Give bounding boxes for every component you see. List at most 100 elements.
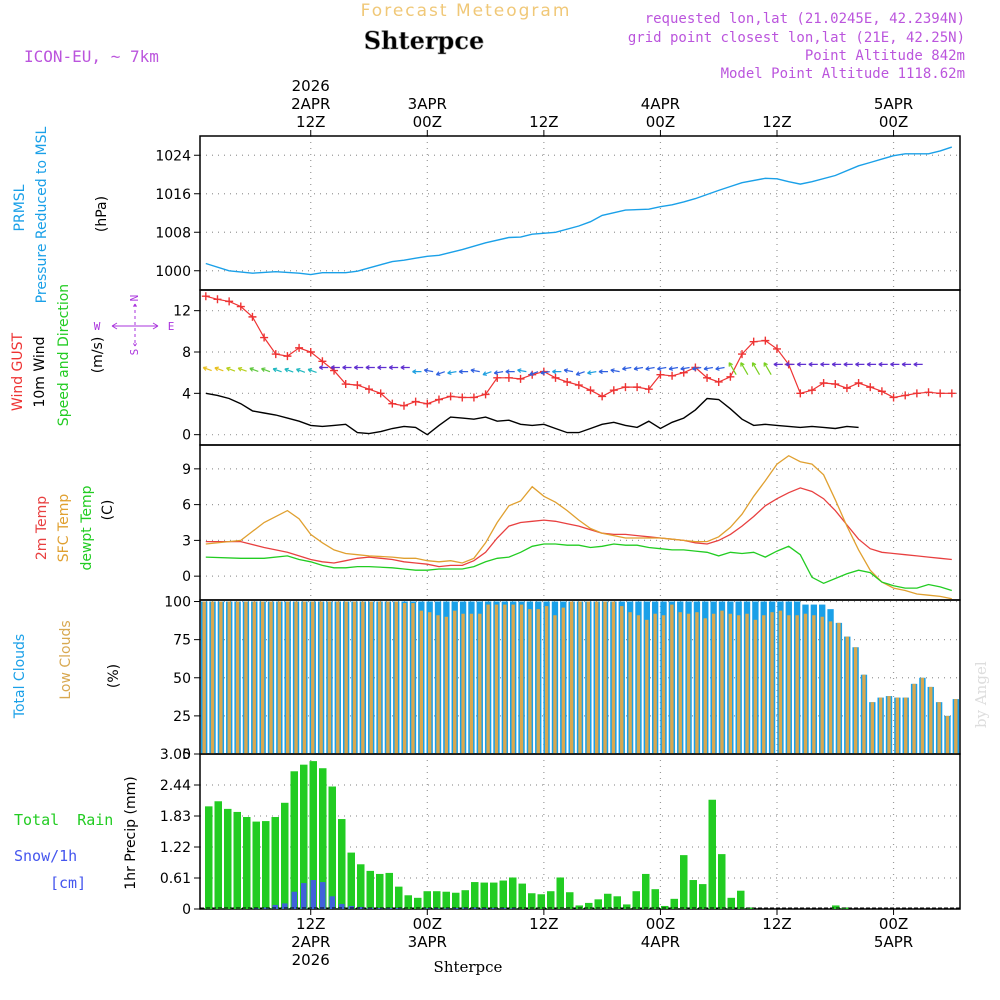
low-cloud-bar — [277, 601, 282, 754]
pressure-panel: 1000 1008 1016 1024 — [155, 135, 961, 291]
sfc-temp-label: SFC Temp — [56, 494, 72, 563]
wind-direction-arrow-icon — [563, 368, 574, 374]
gust-marker — [563, 377, 572, 386]
low-cloud-bar — [269, 601, 273, 754]
wind-direction-arrow-icon — [890, 361, 900, 367]
low-cloud-bar — [294, 601, 298, 754]
total-rain-label: Total Rain — [14, 811, 113, 829]
snow-bar — [424, 908, 430, 909]
time-label: 00Z — [646, 113, 675, 131]
low-cloud-bar — [770, 612, 774, 754]
gust-marker — [411, 397, 420, 406]
low-cloud-bar — [319, 601, 323, 754]
rain-bar — [404, 895, 412, 909]
wind-direction-arrow-icon — [901, 361, 912, 367]
rain-bar — [471, 882, 479, 909]
low-cloud-bar — [244, 601, 248, 754]
sfc-temp-series-line — [205, 454, 952, 600]
low-cloud-bar — [544, 606, 549, 754]
gust-marker — [819, 379, 828, 387]
low-cloud-bar — [904, 697, 908, 754]
gust-marker — [201, 292, 210, 301]
low-cloud-bar — [536, 609, 540, 754]
compass-north: N — [128, 295, 141, 302]
time-label: 4APR — [641, 933, 680, 951]
wind-direction-arrow-icon — [680, 366, 690, 371]
low-cloud-bar — [803, 613, 808, 754]
gust-series-line — [205, 295, 952, 407]
y-tick-label: 75 — [173, 633, 191, 649]
gust-marker — [318, 357, 327, 366]
wind-direction-arrow-icon — [435, 371, 445, 376]
y-tick-label: 50 — [173, 671, 191, 687]
wind-direction-arrow-icon — [587, 370, 597, 376]
rain-bar — [243, 817, 251, 909]
time-label: 5APR — [874, 933, 913, 951]
rain-bar — [262, 821, 270, 909]
gust-marker — [726, 372, 735, 381]
gust-marker — [749, 337, 758, 346]
gust-marker — [341, 380, 350, 389]
low-cloud-bar — [812, 615, 816, 754]
compass-east: E — [168, 320, 175, 333]
wind-compass: N S W E — [94, 295, 175, 356]
low-cloud-bar — [561, 607, 565, 754]
rain-bar — [357, 864, 365, 909]
low-cloud-bar — [745, 613, 749, 754]
low-cloud-bar — [461, 613, 465, 754]
footer-location: Shterpce — [434, 958, 503, 976]
snow-bar — [491, 907, 497, 909]
low-cloud-bar — [670, 604, 674, 754]
wind-direction-arrow-icon — [330, 365, 340, 370]
wind-direction-arrow-icon — [296, 367, 306, 373]
low-cloud-bar — [569, 601, 574, 754]
wind-direction-arrow-icon — [763, 362, 772, 376]
wind-direction-arrow-icon — [575, 371, 585, 376]
y-tick-label: 0.61 — [160, 871, 191, 887]
gust-marker — [644, 385, 653, 394]
gust-marker — [609, 386, 618, 395]
low-cloud-bar — [344, 601, 348, 754]
time-label: 00Z — [879, 113, 908, 131]
wind-direction-arrow-icon — [751, 362, 761, 376]
low-cloud-bar — [202, 601, 206, 754]
rain-bar — [205, 806, 213, 909]
gust-marker — [854, 379, 863, 387]
wind-direction-arrow-icon — [691, 366, 702, 371]
low-cloud-bar — [286, 601, 290, 754]
pressure-unit: (hPa) — [94, 196, 110, 232]
gust-marker — [493, 373, 502, 382]
low-cloud-bar — [920, 677, 925, 754]
grid-point-coords: grid point closest lon,lat (21E, 42.25N) — [628, 30, 965, 46]
wind-direction-arrow-icon — [261, 367, 271, 373]
low-cloud-bar — [311, 601, 315, 754]
gust-marker — [807, 386, 816, 395]
time-label: 00Z — [646, 915, 675, 933]
rain-bar — [499, 880, 507, 909]
wind-direction-arrow-icon — [447, 370, 457, 376]
rain-bar — [708, 799, 716, 909]
precip-panel-labels: Total Rain Snow/1h [cm] 1hr Precip (mm) — [14, 776, 139, 892]
gust-marker — [446, 392, 455, 401]
low-cloud-bar — [419, 610, 423, 754]
low-cloud-bar — [402, 603, 407, 754]
wind-direction-arrow-icon — [785, 361, 795, 367]
wind-direction-arrow-icon — [505, 369, 515, 375]
low-cloud-bar — [686, 613, 691, 754]
gust-marker — [516, 374, 525, 383]
time-label: 2026 — [292, 77, 330, 95]
snow-bar — [301, 883, 307, 909]
wind-direction-arrow-icon — [715, 366, 725, 371]
wind-panel: 0 4 8 12 — [173, 289, 961, 446]
gust-marker — [504, 373, 513, 382]
wind-direction-arrow-icon — [598, 369, 608, 375]
low-cloud-bar — [753, 619, 758, 754]
low-cloud-bar — [887, 696, 891, 754]
rain-bar — [433, 891, 441, 909]
pressure-series-line — [205, 146, 953, 276]
gust-marker — [260, 333, 269, 342]
rain-bar — [737, 890, 745, 909]
low-cloud-bar — [210, 601, 215, 754]
low-cloud-bar — [636, 615, 641, 754]
rain-bar — [442, 891, 450, 909]
